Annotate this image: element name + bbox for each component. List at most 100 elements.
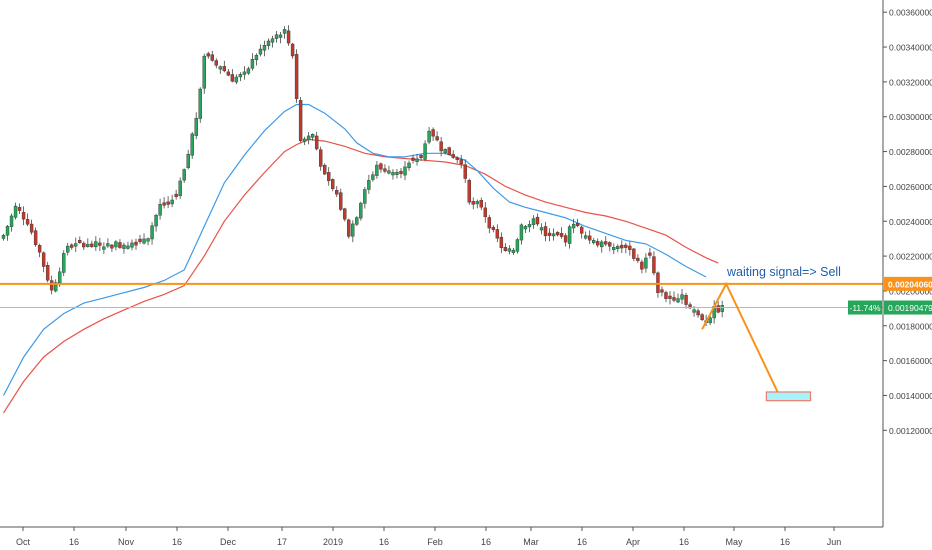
- candle: [182, 168, 186, 183]
- candle: [142, 233, 146, 245]
- current-price-label: 0.00190479: [888, 303, 932, 313]
- candle: [495, 224, 500, 243]
- candle: [664, 290, 668, 303]
- x-tick-label: May: [725, 537, 743, 547]
- candle: [150, 222, 154, 245]
- y-tick-label: 0.00220000: [889, 252, 932, 262]
- resistance-price-label: 0.00204060: [888, 279, 932, 289]
- change-label: -11.74%: [849, 303, 880, 313]
- x-tick-label: 16: [481, 537, 491, 547]
- candle: [25, 213, 30, 227]
- candle: [431, 127, 435, 141]
- candle: [74, 237, 78, 252]
- candle: [680, 288, 684, 305]
- candle: [17, 203, 22, 215]
- candle: [688, 302, 692, 310]
- candle: [363, 187, 367, 209]
- candle: [262, 40, 267, 57]
- candle: [427, 126, 431, 145]
- candle: [266, 38, 271, 50]
- candle: [451, 150, 455, 160]
- candle: [507, 245, 512, 255]
- candle: [178, 177, 182, 199]
- candle: [242, 66, 247, 80]
- candle: [206, 51, 210, 59]
- candle: [644, 253, 648, 273]
- x-tick-label: 16: [379, 537, 389, 547]
- candle: [419, 153, 423, 162]
- candle: [310, 133, 315, 141]
- candle: [515, 237, 520, 254]
- candle: [339, 188, 343, 212]
- candle: [387, 165, 391, 175]
- candle: [379, 162, 383, 173]
- candle: [82, 241, 86, 250]
- x-tick-label: 16: [577, 537, 587, 547]
- candle: [592, 237, 596, 245]
- candle: [608, 241, 612, 252]
- candle: [467, 178, 471, 205]
- candle: [1, 233, 6, 241]
- candle: [559, 227, 564, 239]
- target-box[interactable]: [765, 391, 812, 402]
- y-tick-label: 0.00120000: [889, 426, 932, 436]
- candle: [278, 32, 283, 44]
- candle: [198, 87, 202, 123]
- candle: [491, 225, 496, 233]
- candle: [13, 202, 18, 220]
- candle: [126, 241, 130, 250]
- candle: [62, 250, 66, 276]
- candle: [551, 228, 556, 241]
- projection-path[interactable]: [701, 281, 780, 395]
- candle: [435, 131, 439, 142]
- candle: [226, 68, 231, 77]
- candle: [210, 50, 214, 62]
- candle: [21, 206, 26, 226]
- x-tick-label: Dec: [220, 537, 237, 547]
- y-tick-label: 0.00340000: [889, 43, 932, 53]
- moving-average-slow: [2, 138, 719, 414]
- x-tick-label: 17: [277, 537, 287, 547]
- candle: [270, 35, 275, 48]
- candle: [5, 225, 10, 241]
- x-tick-label: Apr: [626, 537, 640, 547]
- x-tick-label: 16: [679, 537, 689, 547]
- candle: [98, 237, 102, 252]
- candle: [539, 223, 544, 235]
- candle: [186, 149, 190, 170]
- candle: [254, 53, 259, 66]
- candle: [29, 219, 34, 235]
- candle: [531, 215, 536, 229]
- candle: [106, 238, 110, 248]
- candle: [9, 213, 14, 232]
- candle: [274, 31, 279, 43]
- y-tick-label: 0.00360000: [889, 8, 932, 18]
- candle: [391, 169, 395, 180]
- x-tick-label: Oct: [16, 537, 31, 547]
- candle: [174, 189, 178, 200]
- candle: [415, 153, 419, 166]
- candle: [222, 60, 227, 73]
- candle: [130, 239, 134, 251]
- y-tick-label: 0.00160000: [889, 356, 932, 366]
- candle: [676, 293, 680, 304]
- candle: [37, 243, 42, 258]
- x-tick-label: 16: [172, 537, 182, 547]
- candle: [94, 236, 98, 251]
- candle: [684, 292, 688, 309]
- candle: [660, 286, 664, 297]
- candle: [499, 232, 504, 254]
- candle: [41, 251, 46, 273]
- candle: [53, 279, 58, 293]
- candle: [78, 236, 82, 244]
- candle: [648, 247, 652, 259]
- candle: [395, 168, 399, 179]
- candle: [579, 225, 584, 239]
- candle: [114, 240, 118, 251]
- candle: [567, 224, 572, 249]
- candle: [343, 207, 347, 222]
- candle: [110, 243, 114, 252]
- candle: [306, 131, 311, 145]
- y-tick-label: 0.00260000: [889, 182, 932, 192]
